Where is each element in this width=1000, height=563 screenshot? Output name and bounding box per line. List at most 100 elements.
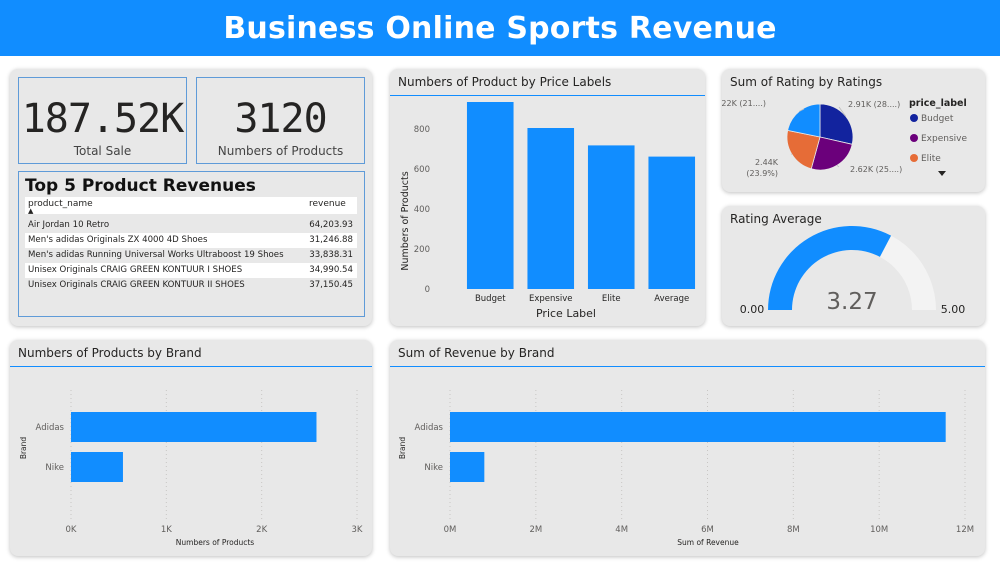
bar[interactable] [648,156,696,289]
x-axis-label: Sum of Revenue [677,538,739,547]
gauge-fill [768,225,892,310]
slice-data-label: 2.62K (25....) [850,165,902,174]
x-tick-label: 0M [444,525,457,535]
legend-marker [910,114,918,122]
bar[interactable] [527,128,575,289]
pie-slice[interactable] [786,129,821,170]
legend-item[interactable]: Expensive [921,134,967,144]
slice-data-label: (23.9%) [746,169,778,178]
x-tick-label: Expensive [529,294,572,304]
column-header-product-name[interactable]: product_name [28,199,93,209]
y-axis-label: Brand [19,437,28,460]
top5-title: Top 5 Product Revenues [25,176,256,196]
legend-title: price_label [909,98,967,109]
leader-line [836,165,840,168]
total-sale-label: Total Sale [73,144,132,158]
rating-gauge-panel[interactable]: Rating Average 3.27 0.00 5.00 [722,206,985,326]
cell-product-name: Air Jordan 10 Retro [28,220,110,230]
top5-table[interactable]: Top 5 Product Revenues product_name ▲ re… [18,171,365,317]
report-banner: Business Online Sports Revenue [0,0,1000,56]
gauge-max-label: 5.00 [941,303,966,316]
cell-product-name: Unisex Originals CRAIG GREEN KONTUUR II … [28,280,245,290]
slice-data-label: 2.22K (21....) [722,99,766,108]
revenue-by-brand-chart: Adidas Nike 0M 2M 4M 6M 8M 10M 12M Sum of Reven… [398,390,974,547]
cell-revenue: 31,246.88 [309,235,353,245]
table-header: product_name ▲ revenue [25,197,357,215]
slice-data-label: 2.91K (28....) [848,100,900,109]
bar[interactable] [587,145,635,289]
product-count-card[interactable]: 3120 Numbers of Products [196,77,365,164]
product-count-label: Numbers of Products [217,144,344,158]
y-axis-label: Brand [398,437,407,460]
x-tick-label: 8M [787,525,800,535]
legend-item[interactable]: Elite [921,154,941,164]
rating-gauge-title: Rating Average [730,212,822,226]
cell-revenue: 37,150.45 [309,280,353,290]
y-axis-label: Numbers of Products [400,171,411,270]
x-tick-label: 6M [701,525,714,535]
x-tick-label: 2M [529,525,542,535]
products-by-brand-panel[interactable]: Numbers of Products by Brand Adidas Nike … [10,340,372,556]
x-tick-label: Budget [475,294,506,304]
y-tick-label: 600 [414,165,430,175]
pie-slice[interactable] [787,103,821,138]
legend-marker [910,134,918,142]
x-tick-label: 4M [615,525,628,535]
x-tick-label: 3K [352,525,363,535]
cell-revenue: 64,203.93 [309,220,353,230]
price-label-chart-panel[interactable]: Numbers of Product by Price Labels 0 200 4… [390,69,705,326]
bar[interactable] [450,412,946,442]
total-sale-card[interactable]: 187.52K Total Sale [18,77,187,164]
x-tick-label: 12M [956,525,974,535]
rating-gauge-chart: 3.27 0.00 5.00 [740,225,966,316]
rating-pie-chart: 2.91K (28....) 2.62K (25....) 2.44K (23.9%)… [722,98,967,178]
table-row[interactable]: Unisex Originals CRAIG GREEN KONTUUR I S… [25,263,357,278]
rating-pie-title: Sum of Rating by Ratings [730,75,883,89]
cell-product-name: Men's adidas Originals ZX 4000 4D Shoes [28,235,208,245]
bar[interactable] [71,452,123,482]
table-row[interactable]: Air Jordan 10 Retro 64,203.93 [25,218,357,233]
cell-product-name: Men's adidas Running Universal Works Ult… [28,250,284,260]
table-row[interactable]: Men's adidas Running Universal Works Ult… [25,248,357,263]
revenue-by-brand-panel[interactable]: Sum of Revenue by Brand Adidas Nike 0M 2M 4… [390,340,985,556]
cell-product-name: Unisex Originals CRAIG GREEN KONTUUR I S… [28,265,243,275]
bar[interactable] [450,452,485,482]
x-tick-label: Average [654,294,689,304]
bar[interactable] [466,102,514,289]
leader-line [838,106,847,117]
pie-slice[interactable] [819,103,854,145]
y-tick-label: Adidas [36,423,65,433]
y-tick-label: Nike [45,463,64,473]
revenue-by-brand-title: Sum of Revenue by Brand [398,346,555,360]
table-row[interactable]: Unisex Originals CRAIG GREEN KONTUUR II … [25,278,357,293]
table-row[interactable]: Men's adidas Originals ZX 4000 4D Shoes … [25,233,357,248]
y-tick-label: 0 [425,285,430,295]
cell-revenue: 34,990.54 [309,265,353,275]
legend-item[interactable]: Budget [921,114,954,124]
y-tick-label: Adidas [415,423,444,433]
y-tick-label: 800 [414,125,430,135]
title-divider [390,95,705,96]
x-tick-label: 2K [256,525,267,535]
sort-ascending-icon[interactable]: ▲ [28,207,34,215]
column-header-revenue[interactable]: revenue [309,199,346,209]
total-sale-value: 187.52K [21,96,185,142]
price-label-chart-title: Numbers of Product by Price Labels [398,75,612,89]
bar[interactable] [71,412,317,442]
title-divider [10,366,372,367]
price-label-chart: 0 200 400 600 800 Budget Expensive Elite Averag… [400,102,696,320]
y-tick-label: 400 [414,205,430,215]
legend-scroll-down-icon[interactable] [938,171,946,176]
leader-line [798,108,805,112]
slice-data-label: 2.44K [755,158,779,167]
rating-pie-panel[interactable]: Sum of Rating by Ratings 2.91K (28....) 2… [722,69,985,192]
gauge-min-label: 0.00 [740,303,765,316]
gauge-value: 3.27 [826,289,877,315]
x-axis-label: Price Label [536,307,596,320]
pie-slice[interactable] [810,136,853,171]
legend-marker [910,154,918,162]
x-axis-label: Numbers of Products [176,538,255,547]
title-divider [390,366,985,367]
y-tick-label: 200 [414,245,430,255]
